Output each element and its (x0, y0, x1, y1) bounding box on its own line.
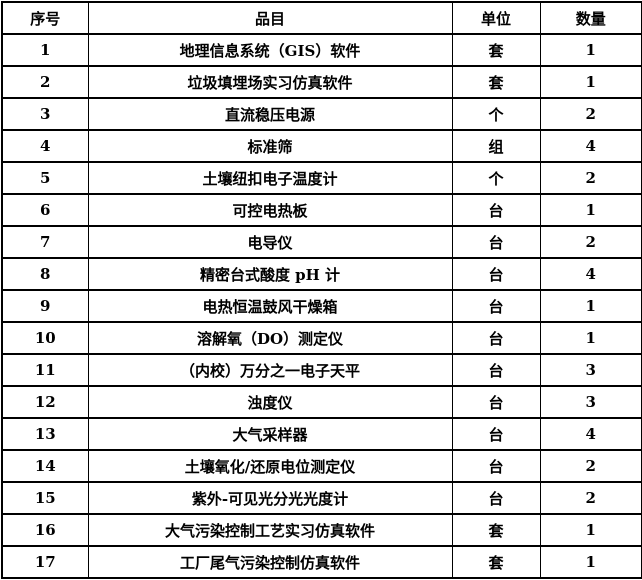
cell-item: 直流稳压电源 (87, 97, 453, 131)
table-row: 9 电热恒温鼓风干燥箱台 1 (1, 289, 642, 323)
cell-item: 电导仪 (87, 225, 453, 259)
table-row: 6 可控电热板台 1 (1, 193, 642, 227)
column-header-item: 品目 (87, 1, 453, 35)
table-row: 7 电导仪台 2 (1, 225, 642, 259)
cell-unit: 台 (451, 353, 541, 387)
cell-item: 工厂尾气污染控制仿真软件 (87, 545, 453, 579)
cell-unit: 套 (451, 513, 541, 547)
cell-item: 溶解氧（DO）测定仪 (87, 321, 453, 355)
cell-qty: 1 (539, 193, 642, 227)
cell-unit: 台 (451, 449, 541, 483)
cell-item: 可控电热板 (87, 193, 453, 227)
table-row: 16 大气污染控制工艺实习仿真软件套 1 (1, 513, 642, 547)
cell-unit: 个 (451, 161, 541, 195)
cell-qty: 3 (539, 353, 642, 387)
column-header-no: 序号 (1, 1, 89, 35)
table-row: 4 标准筛组 4 (1, 129, 642, 163)
cell-item: 标准筛 (87, 129, 453, 163)
table-row: 13 大气采样器台 4 (1, 417, 642, 451)
table-row: 3 直流稳压电源个 2 (1, 97, 642, 131)
cell-unit: 台 (451, 193, 541, 227)
table-row: 17 工厂尾气污染控制仿真软件套 1 (1, 545, 642, 579)
cell-qty: 3 (539, 385, 642, 419)
cell-item: 电热恒温鼓风干燥箱 (87, 289, 453, 323)
cell-no: 16 (1, 513, 89, 547)
cell-item: 紫外-可见光分光光度计 (87, 481, 453, 515)
cell-no: 8 (1, 257, 89, 291)
cell-no: 5 (1, 161, 89, 195)
cell-no: 3 (1, 97, 89, 131)
cell-qty: 2 (539, 97, 642, 131)
table-row: 5 土壤纽扣电子温度计个 2 (1, 161, 642, 195)
cell-no: 6 (1, 193, 89, 227)
cell-no: 1 (1, 33, 89, 67)
cell-no: 10 (1, 321, 89, 355)
cell-no: 17 (1, 545, 89, 579)
cell-qty: 2 (539, 481, 642, 515)
cell-unit: 台 (451, 225, 541, 259)
table-row: 15 紫外-可见光分光光度计台 2 (1, 481, 642, 515)
cell-no: 4 (1, 129, 89, 163)
cell-unit: 个 (451, 97, 541, 131)
cell-unit: 台 (451, 289, 541, 323)
cell-unit: 套 (451, 65, 541, 99)
cell-no: 12 (1, 385, 89, 419)
cell-item: 浊度仪 (87, 385, 453, 419)
cell-qty: 4 (539, 257, 642, 291)
table-row: 1 地理信息系统（GIS）软件套 1 (1, 33, 642, 67)
column-header-unit: 单位 (451, 1, 541, 35)
cell-unit: 台 (451, 321, 541, 355)
cell-unit: 台 (451, 385, 541, 419)
cell-unit: 台 (451, 417, 541, 451)
cell-qty: 4 (539, 129, 642, 163)
table-row: 14 土壤氧化/还原电位测定仪台 2 (1, 449, 642, 483)
cell-qty: 2 (539, 161, 642, 195)
cell-unit: 台 (451, 481, 541, 515)
cell-no: 11 (1, 353, 89, 387)
cell-qty: 1 (539, 33, 642, 67)
cell-no: 7 (1, 225, 89, 259)
cell-no: 9 (1, 289, 89, 323)
cell-item: 大气采样器 (87, 417, 453, 451)
cell-qty: 1 (539, 545, 642, 579)
column-header-qty: 数量 (539, 1, 642, 35)
cell-no: 15 (1, 481, 89, 515)
cell-item: 土壤氧化/还原电位测定仪 (87, 449, 453, 483)
cell-item: 精密台式酸度 pH 计 (87, 257, 453, 291)
table-body: 1 地理信息系统（GIS）软件套 1 2 垃圾填埋场实习仿真软件套 1 3 直流稳压电源个 2 4… (1, 33, 642, 579)
cell-qty: 1 (539, 513, 642, 547)
cell-unit: 套 (451, 545, 541, 579)
table-row: 12 浊度仪台 3 (1, 385, 642, 419)
cell-item: （内校）万分之一电子天平 (87, 353, 453, 387)
cell-qty: 1 (539, 289, 642, 323)
cell-qty: 2 (539, 225, 642, 259)
cell-item: 土壤纽扣电子温度计 (87, 161, 453, 195)
cell-no: 14 (1, 449, 89, 483)
cell-qty: 2 (539, 449, 642, 483)
cell-item: 垃圾填埋场实习仿真软件 (87, 65, 453, 99)
table-row: 10 溶解氧（DO）测定仪台 1 (1, 321, 642, 355)
table-row: 11 （内校）万分之一电子天平台 3 (1, 353, 642, 387)
cell-no: 13 (1, 417, 89, 451)
cell-no: 2 (1, 65, 89, 99)
header-row: 序号 品目 单位 数量 (1, 1, 642, 35)
cell-qty: 1 (539, 65, 642, 99)
cell-unit: 台 (451, 257, 541, 291)
cell-item: 地理信息系统（GIS）软件 (87, 33, 453, 67)
cell-unit: 套 (451, 33, 541, 67)
cell-unit: 组 (451, 129, 541, 163)
cell-item: 大气污染控制工艺实习仿真软件 (87, 513, 453, 547)
table-row: 2 垃圾填埋场实习仿真软件套 1 (1, 65, 642, 99)
cell-qty: 4 (539, 417, 642, 451)
cell-qty: 1 (539, 321, 642, 355)
